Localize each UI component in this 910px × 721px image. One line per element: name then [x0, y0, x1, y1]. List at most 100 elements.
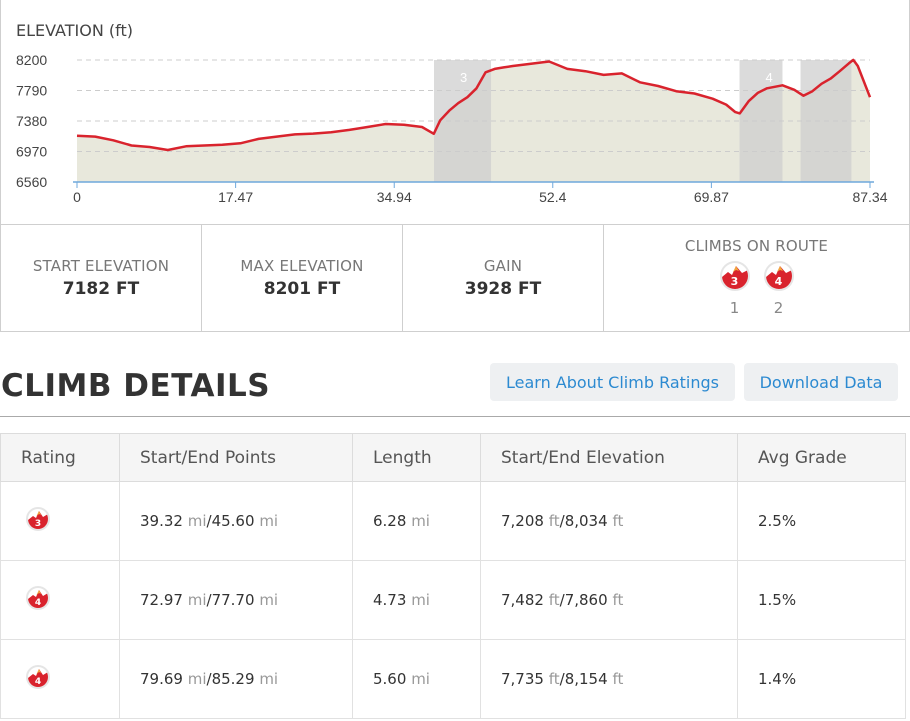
- length-value: 4.73: [373, 591, 407, 609]
- climb-1[interactable]: 3 1: [719, 261, 750, 317]
- climb-region-label: 3: [460, 70, 467, 85]
- chart-title: ELEVATION (ft): [16, 21, 134, 40]
- table-row[interactable]: 4 79.69 mi/85.29 mi 5.60 mi 7,735 ft/8,1…: [0, 639, 906, 719]
- start-elevation-value: 7182 FT: [62, 279, 140, 299]
- rating-cell: 4: [0, 639, 120, 719]
- start-point: 39.32: [140, 512, 183, 530]
- climb-rating-number: 3: [34, 519, 42, 529]
- y-tick-label: 7790: [16, 83, 47, 99]
- length-cell: 5.60 mi: [352, 639, 481, 719]
- start-point: 72.97: [140, 591, 183, 609]
- start-elevation: 7,482: [501, 591, 544, 609]
- y-tick-label: 7380: [16, 113, 47, 129]
- end-point: 77.70: [211, 591, 255, 609]
- column-header-elevation: Start/End Elevation: [480, 433, 738, 482]
- points-cell: 79.69 mi/85.29 mi: [119, 639, 353, 719]
- y-tick-label: 8200: [16, 52, 47, 68]
- x-tick-label: 17.47: [218, 189, 253, 205]
- x-tick-label: 34.94: [377, 189, 412, 205]
- gain-value: 3928 FT: [464, 279, 542, 299]
- unit-ft: ft: [612, 591, 624, 609]
- climb-number: 1: [729, 299, 740, 317]
- start-elevation: 7,735: [501, 670, 544, 688]
- climb-rating-icon[interactable]: 4: [763, 261, 794, 291]
- climbs-on-route-list: 3 1 4 2: [719, 261, 794, 317]
- grade-cell: 1.4%: [737, 639, 906, 719]
- unit-ft: ft: [548, 512, 560, 530]
- gain-label: GAIN: [483, 257, 523, 275]
- column-header-grade: Avg Grade: [737, 433, 906, 482]
- elevation-cell: 7,482 ft/7,860 ft: [480, 560, 738, 640]
- points-cell: 72.97 mi/77.70 mi: [119, 560, 353, 640]
- unit-mi: mi: [187, 512, 207, 530]
- table-header-row: Rating Start/End Points Length Start/End…: [0, 433, 906, 482]
- climb-rating-number: 4: [34, 598, 42, 608]
- elevation-chart-panel: 3 4 8200 7790 7380 6970 6560 0 17.47 34.94 52.4 69.…: [0, 0, 910, 225]
- climbs-on-route-label: CLIMBS ON ROUTE: [684, 237, 829, 255]
- climb-2[interactable]: 4 2: [763, 261, 794, 317]
- unit-mi: mi: [259, 591, 279, 609]
- end-elevation: 7,860: [564, 591, 608, 609]
- climb-number: 2: [773, 299, 784, 317]
- unit-ft: ft: [612, 670, 624, 688]
- unit-mi: mi: [259, 670, 279, 688]
- table-row[interactable]: 3 39.32 mi/45.60 mi 6.28 mi 7,208 ft/8,0…: [0, 481, 906, 561]
- unit-ft: ft: [612, 512, 624, 530]
- max-elevation-label: MAX ELEVATION: [240, 257, 364, 275]
- start-elevation-label: START ELEVATION: [32, 257, 170, 275]
- climb-rating-icon: 3: [26, 507, 50, 531]
- table-row[interactable]: 4 72.97 mi/77.70 mi 4.73 mi 7,482 ft/7,8…: [0, 560, 906, 640]
- divider: [0, 416, 910, 417]
- unit-mi: mi: [187, 670, 207, 688]
- grade-cell: 1.5%: [737, 560, 906, 640]
- end-point: 45.60: [211, 512, 255, 530]
- elevation-chart[interactable]: 3 4 8200 7790 7380 6970 6560 0 17.47 34.94 52.4 69.…: [1, 0, 909, 224]
- x-tick-label: 0: [73, 189, 81, 205]
- elevation-cell: 7,735 ft/8,154 ft: [480, 639, 738, 719]
- route-stats-bar: START ELEVATION 7182 FT MAX ELEVATION 82…: [0, 224, 910, 332]
- max-elevation-value: 8201 FT: [263, 279, 341, 299]
- rating-cell: 3: [0, 481, 120, 561]
- gain-stat: GAIN 3928 FT: [403, 225, 604, 331]
- elevation-cell: 7,208 ft/8,034 ft: [480, 481, 738, 561]
- column-header-points: Start/End Points: [119, 433, 353, 482]
- max-elevation-stat: MAX ELEVATION 8201 FT: [202, 225, 403, 331]
- grade-cell: 2.5%: [737, 481, 906, 561]
- end-elevation: 8,154: [564, 670, 608, 688]
- column-header-rating: Rating: [0, 433, 120, 482]
- column-header-length: Length: [352, 433, 481, 482]
- points-cell: 39.32 mi/45.60 mi: [119, 481, 353, 561]
- learn-climb-ratings-button[interactable]: Learn About Climb Ratings: [490, 363, 735, 401]
- download-data-button[interactable]: Download Data: [744, 363, 898, 401]
- unit-mi: mi: [259, 512, 279, 530]
- climb-details-title: CLIMB DETAILS: [1, 368, 271, 404]
- unit-mi: mi: [411, 512, 430, 530]
- end-point: 85.29: [211, 670, 255, 688]
- y-tick-label: 6560: [16, 174, 47, 190]
- climb-rating-number: 4: [34, 677, 42, 687]
- climbs-on-route-stat: CLIMBS ON ROUTE 3 1 4 2: [604, 225, 909, 331]
- climb-details-table: Rating Start/End Points Length Start/End…: [0, 433, 906, 719]
- start-elevation-stat: START ELEVATION 7182 FT: [1, 225, 202, 331]
- unit-ft: ft: [548, 670, 560, 688]
- elevation-line: [76, 58, 872, 152]
- length-cell: 6.28 mi: [352, 481, 481, 561]
- x-tick-label: 87.34: [852, 189, 887, 205]
- climb-region-label: 4: [766, 70, 773, 85]
- y-tick-label: 6970: [16, 144, 47, 160]
- unit-ft: ft: [548, 591, 560, 609]
- rating-cell: 4: [0, 560, 120, 640]
- length-value: 6.28: [373, 512, 407, 530]
- length-cell: 4.73 mi: [352, 560, 481, 640]
- unit-mi: mi: [411, 591, 430, 609]
- climb-rating-icon: 4: [26, 586, 50, 610]
- climb-rating-icon[interactable]: 3: [719, 261, 750, 291]
- x-tick-label: 69.87: [694, 189, 729, 205]
- start-point: 79.69: [140, 670, 183, 688]
- climb-rating-number: 3: [730, 275, 739, 288]
- unit-mi: mi: [411, 670, 430, 688]
- length-value: 5.60: [373, 670, 407, 688]
- end-elevation: 8,034: [564, 512, 608, 530]
- climb-rating-icon: 4: [26, 665, 50, 689]
- unit-mi: mi: [187, 591, 207, 609]
